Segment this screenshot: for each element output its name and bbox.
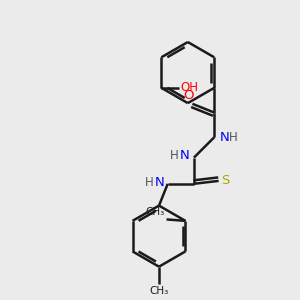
Text: S: S bbox=[221, 174, 230, 188]
Text: N: N bbox=[154, 176, 164, 189]
Text: H: H bbox=[144, 176, 153, 189]
Text: O: O bbox=[184, 89, 194, 102]
Text: N: N bbox=[180, 149, 190, 162]
Text: H: H bbox=[230, 131, 238, 144]
Text: CH₃: CH₃ bbox=[149, 286, 169, 296]
Text: H: H bbox=[170, 149, 179, 162]
Text: N: N bbox=[220, 131, 229, 144]
Text: CH₃: CH₃ bbox=[146, 207, 165, 217]
Text: OH: OH bbox=[180, 81, 198, 94]
